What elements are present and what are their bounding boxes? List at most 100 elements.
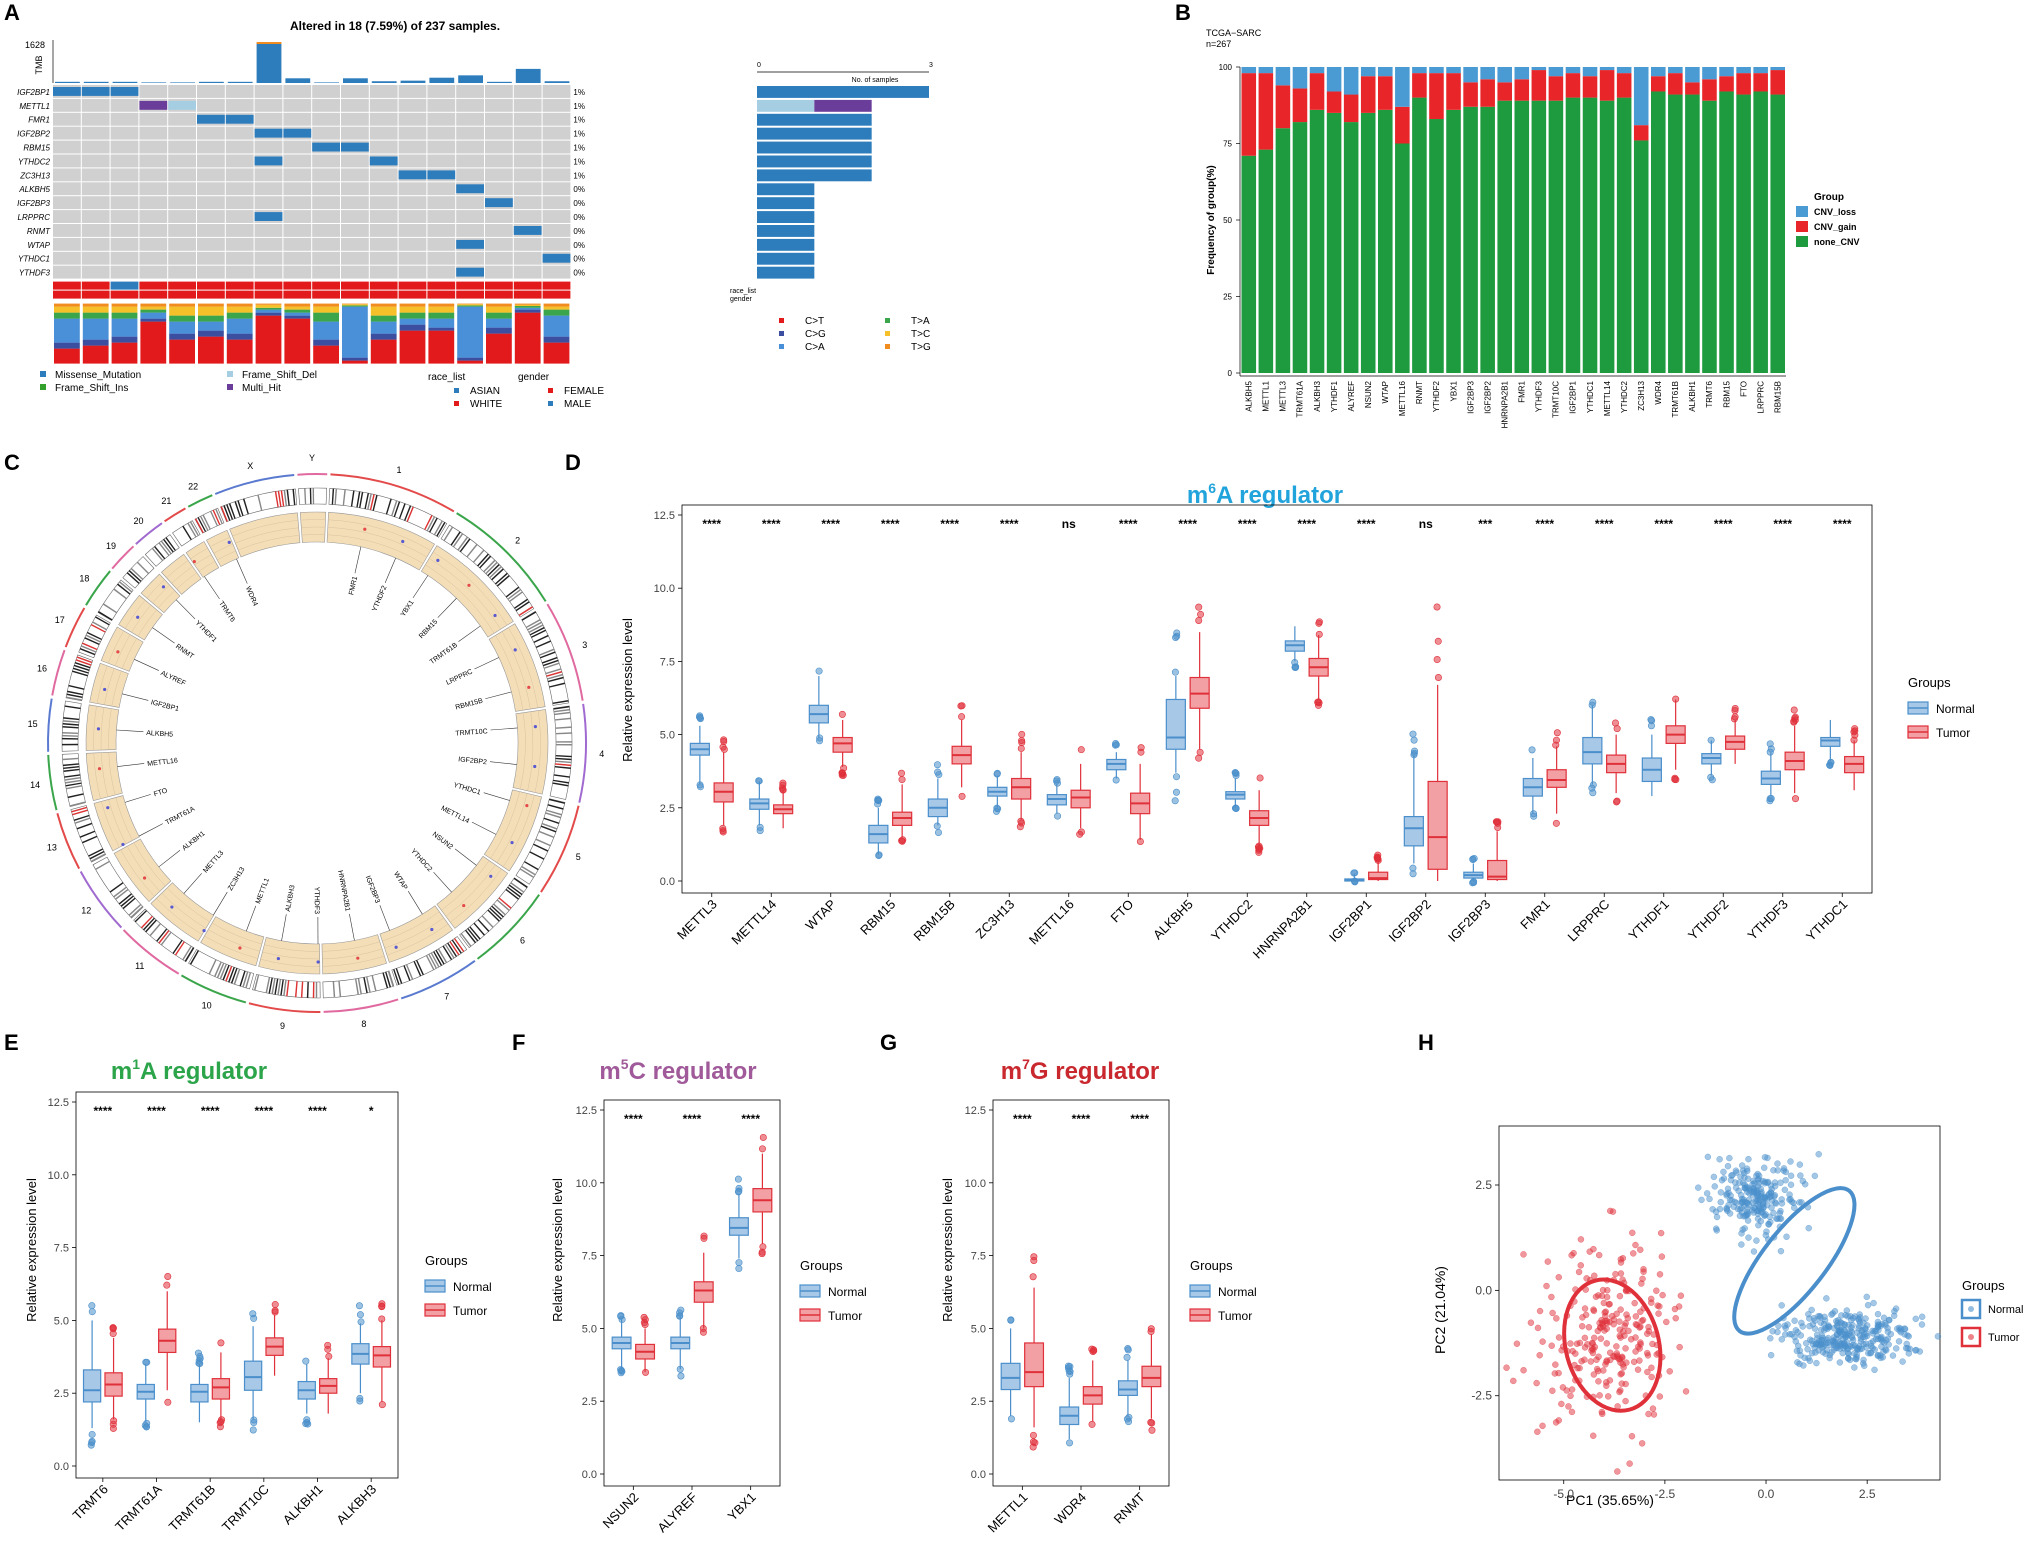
pca-point [1632, 1348, 1639, 1355]
gene-marker [513, 648, 517, 652]
pca-point [1732, 1184, 1740, 1191]
cnv-bar-segment [1702, 67, 1717, 80]
pca-point [1510, 1377, 1517, 1385]
gene-marker [510, 840, 514, 845]
plot-frame [603, 1099, 781, 1487]
ideogram-band [450, 531, 461, 546]
box-outlier [735, 1259, 743, 1267]
chromosome-track [326, 511, 435, 571]
ideogram-band [398, 503, 406, 519]
legend-multihit: Multi_Hit [242, 383, 281, 394]
cnv-bar-segment [1531, 100, 1547, 373]
oncoplot-cell [81, 251, 110, 265]
x-tick-label: TRMT10C [219, 1482, 272, 1535]
ideogram-band [184, 947, 195, 962]
oncoplot-cell [485, 251, 513, 265]
significance-label: * [369, 1104, 374, 1118]
legend-swatch-cnv-loss [1796, 206, 1808, 217]
oncoplot-cell [254, 265, 283, 279]
m6a-boxplot: 0.02.55.07.510.012.5METTL3****METTL14***… [654, 504, 1975, 962]
ideogram-band [541, 656, 558, 664]
ideogram-band [496, 899, 510, 912]
side-bar [757, 113, 872, 126]
pca-point [1609, 1208, 1617, 1215]
ideogram-band [510, 882, 525, 893]
ideogram-band [286, 489, 290, 506]
ideogram-band [216, 962, 225, 979]
ideogram-band [174, 941, 185, 956]
ideogram-band [447, 942, 458, 957]
ideogram-band [69, 801, 86, 807]
oncoplot-cell [283, 210, 312, 223]
box-outlier [1007, 1415, 1015, 1423]
track-gridline [445, 864, 496, 917]
tmb-max-label: 1628 [25, 40, 45, 50]
chromosome-track [483, 789, 542, 872]
oncoplot-cell [456, 251, 484, 265]
box-outlier [1433, 656, 1441, 664]
oncoplot-cell [312, 168, 340, 182]
chromosome-track [512, 709, 549, 795]
ideogram-band [555, 732, 572, 735]
y-tick-label: 0.0 [660, 876, 675, 888]
ideogram-band [274, 978, 279, 995]
track-gridline [527, 711, 534, 791]
oncoplot-cell [225, 154, 254, 168]
oncoplot-cell [485, 210, 513, 223]
box-outlier [933, 822, 941, 830]
y-tick-label: 5.0 [54, 1315, 69, 1327]
side-bar [757, 127, 872, 140]
oncoplot-cell [341, 126, 369, 140]
legend-tg: T>G [911, 342, 931, 353]
oncoplot-cell [427, 265, 456, 279]
box-body [1000, 1362, 1021, 1391]
m5c-boxplot: 0.02.55.07.510.012.5NSUN2****ALYREF****Y… [576, 1099, 867, 1535]
box-outlier [1291, 663, 1299, 671]
gene-percent: 0% [573, 241, 585, 250]
chromosome-label: 2 [515, 536, 520, 546]
cnv-bar-segment [1446, 109, 1461, 373]
box-outlier [1125, 1418, 1133, 1426]
ideogram-band [265, 977, 271, 994]
box-outlier [1090, 1347, 1098, 1355]
cnv-bar-segment [1275, 128, 1291, 373]
box-outlier [1792, 795, 1800, 803]
ideogram-band [437, 948, 448, 964]
tmb-bar [400, 80, 426, 83]
gene-percent: 0% [573, 255, 585, 264]
ideogram-band [62, 731, 79, 735]
cnv-bar-segment [1514, 79, 1530, 101]
pca-point [1568, 1408, 1576, 1416]
cnv-bar-segment [1736, 67, 1751, 74]
alteration-cell [312, 142, 340, 152]
track-gridline [209, 536, 231, 547]
box-outlier [1648, 717, 1656, 725]
track-gridline [260, 958, 320, 967]
cnv-x-label: IGF2BP3 [1466, 380, 1475, 413]
oncoplot-cell [168, 126, 196, 140]
cnv-bar-segment [1292, 122, 1308, 373]
legend-title: Groups [1190, 1258, 1233, 1273]
titv-segment [226, 312, 253, 319]
box-outlier [249, 1426, 257, 1434]
gene-label: FMR1 [28, 116, 50, 125]
oncoplot-cell [369, 168, 398, 182]
pca-point [1811, 1325, 1819, 1332]
titv-segment [284, 318, 311, 364]
ideogram-band [212, 509, 221, 525]
oncoplot-cell [513, 168, 542, 182]
ideogram-band [391, 500, 398, 517]
titv-segment [543, 309, 570, 316]
box-outlier [1707, 736, 1715, 744]
pca-point [1713, 1213, 1721, 1221]
chromosome-outer-arc [135, 522, 163, 545]
ideogram-band [430, 952, 440, 968]
ideogram-band [433, 520, 443, 536]
pca-point [1706, 1195, 1713, 1203]
box-outlier [271, 1301, 279, 1309]
track-gridline [238, 534, 300, 551]
ideogram-band [95, 860, 110, 871]
ideogram-band [507, 588, 522, 600]
oncoplot-cell [456, 112, 484, 126]
